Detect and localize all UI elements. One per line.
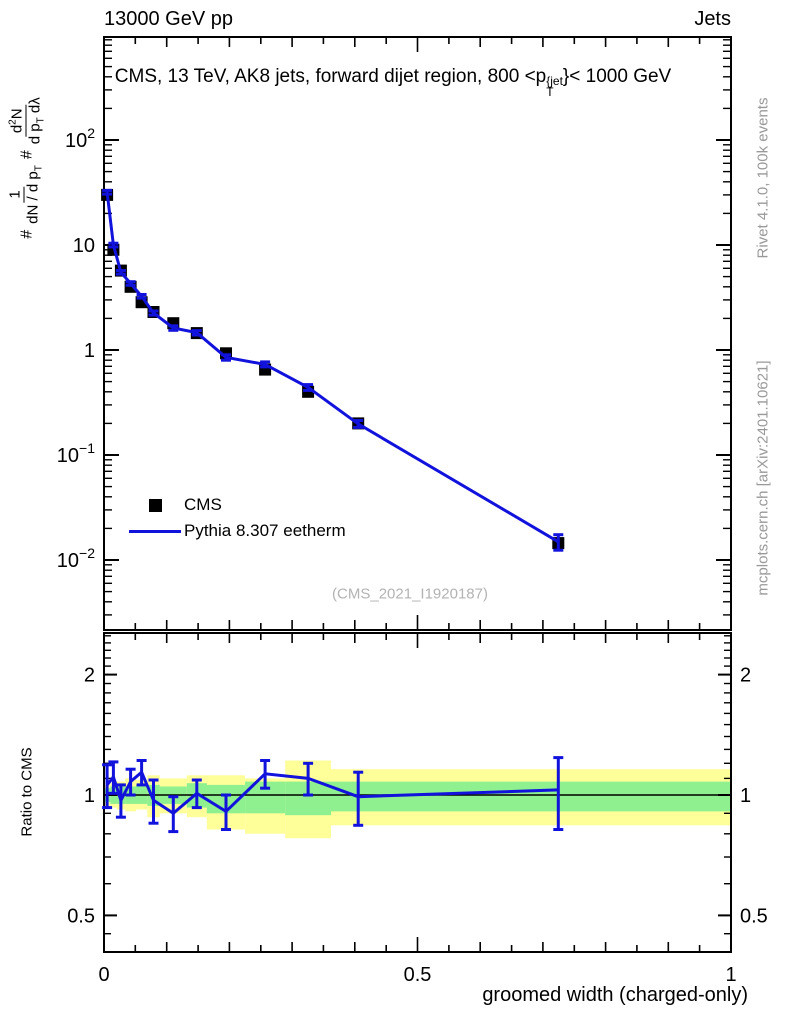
svg-text:1: 1 (84, 785, 95, 807)
svg-text:2: 2 (84, 665, 95, 687)
frac2-denominator: d pT dλ (27, 97, 50, 144)
svg-text:0.5: 0.5 (740, 905, 768, 927)
frac2-den-tail: dλ (26, 97, 44, 118)
ratio-line (102, 756, 564, 834)
pt-superscript: {jet (546, 74, 563, 88)
svg-text:0.5: 0.5 (404, 964, 432, 986)
analysis-id-watermark: (CMS_2021_I1920187) (332, 585, 488, 603)
legend-row-pythia: Pythia 8.307 eetherm (126, 518, 346, 544)
main-y-ticks: 102 10 1 10−1 10−2 (57, 39, 730, 616)
svg-text:10−1: 10−1 (57, 440, 95, 467)
svg-text:1: 1 (725, 964, 736, 986)
frac2-num-d: d (8, 124, 26, 134)
ratio-x-tick-labels: 0 0.5 1 (98, 964, 736, 986)
ratio-y-axis-label: Ratio to CMS (18, 747, 36, 837)
hash-symbol-2: # (18, 150, 35, 160)
svg-text:10: 10 (73, 235, 95, 257)
fraction-2: d2N d pT dλ (4, 97, 50, 144)
header: 13000 GeV pp Jets (104, 8, 731, 31)
pt-supsub: {jet T (546, 74, 563, 99)
svg-text:1: 1 (84, 340, 95, 362)
pt-subscript: T (546, 85, 554, 99)
svg-text:1: 1 (740, 785, 751, 807)
analysis-group-label: Jets (694, 8, 731, 30)
main-panel-frame (103, 36, 732, 631)
frac2-numerator: d2N (4, 104, 27, 138)
legend: CMS Pythia 8.307 eetherm (126, 492, 346, 544)
frac2-num-exp: 2 (7, 119, 19, 125)
frac1-den-text: dN / d p (24, 171, 42, 224)
legend-label-cms: CMS (184, 495, 222, 514)
frac1-denominator: dN / d pT (25, 165, 48, 224)
frac1-numerator: 1 (6, 186, 25, 203)
svg-text:0.5: 0.5 (67, 905, 95, 927)
plot-title: CMS, 13 TeV, AK8 jets, forward dijet reg… (115, 66, 671, 98)
svg-text:10−2: 10−2 (57, 545, 95, 572)
plot-title-tail: }< 1000 GeV (562, 66, 672, 87)
rivet-version-label: Rivet 4.1.0, 100k events (754, 97, 772, 259)
beam-energy-label: 13000 GeV pp (104, 8, 233, 30)
svg-text:2: 2 (740, 665, 751, 687)
svg-text:102: 102 (65, 125, 95, 152)
blue-line-icon (129, 529, 181, 533)
fraction-1: 1 dN / d pT (6, 165, 48, 224)
main-y-axis-label: # 1 dN / d pT # d2N d pT dλ (4, 97, 50, 239)
pythia-line-swatch (126, 529, 184, 533)
ratio-panel-frame (103, 632, 732, 953)
mcplots-reference-label: mcplots.cern.ch [arXiv:2401.10621] (754, 360, 772, 596)
cms-marker-swatch (126, 498, 184, 512)
frac1-den-sub: T (33, 165, 45, 172)
x-axis-ticks (134, 38, 701, 951)
plot-title-text: CMS, 13 TeV, AK8 jets, forward dijet reg… (114, 66, 547, 87)
pythia-line-main (102, 188, 564, 552)
legend-label-pythia: Pythia 8.307 eetherm (184, 521, 346, 540)
svg-text:0: 0 (98, 964, 109, 986)
x-axis-label: groomed width (charged-only) (482, 984, 748, 1006)
frac2-num-N: N (8, 108, 26, 120)
legend-row-cms: CMS (126, 492, 346, 518)
frac2-den-sub: T (35, 117, 47, 124)
frac2-den-text: d p (26, 123, 44, 145)
black-square-icon (148, 498, 162, 512)
hash-symbol: # (18, 229, 35, 239)
